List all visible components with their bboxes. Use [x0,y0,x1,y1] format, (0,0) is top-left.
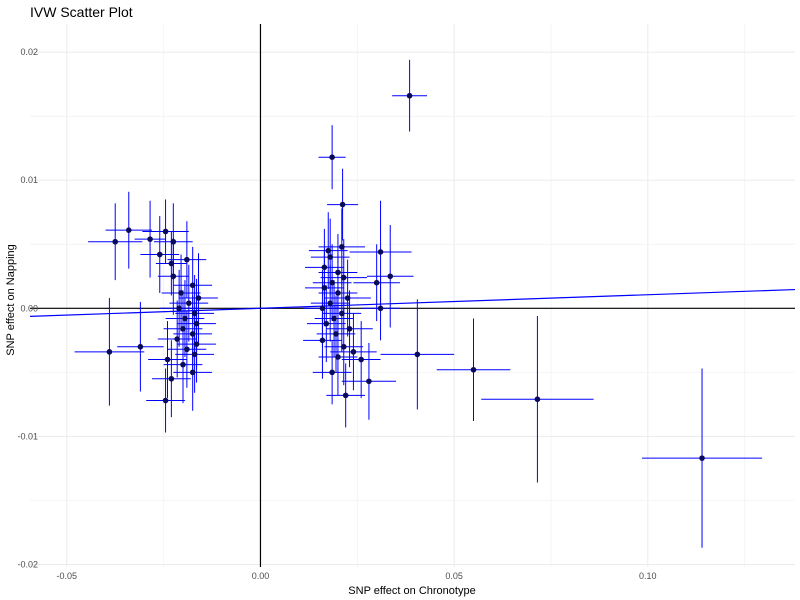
data-point [193,341,200,347]
data-point [331,315,337,322]
data-point [189,331,196,337]
data-point [319,337,326,344]
data-point [344,295,351,301]
data-point [329,154,335,160]
data-point [182,315,188,322]
data-point [387,273,394,280]
y-tick-label: 0.02 [20,47,38,57]
data-point [168,260,175,267]
data-point [339,201,346,208]
data-point [534,396,541,403]
data-point [321,264,328,271]
data-point [358,356,364,363]
ivw-fit-line [29,288,796,317]
data-point [125,227,132,233]
data-point [319,305,326,312]
data-point [340,343,347,350]
data-point [340,274,347,281]
data-point [335,354,341,360]
y-tick-label: -0.02 [17,559,38,569]
x-axis-ticks: -0.05 0.00 0.05 0.10 [57,571,657,581]
data-point [339,244,345,250]
y-axis-label: SNP effect on Napping [5,244,17,356]
data-point [156,251,163,258]
data-point [323,320,330,327]
data-point [470,366,477,373]
data-point [325,247,332,254]
data-points [106,92,705,461]
data-point [106,349,113,355]
data-point [186,300,192,306]
fit-line-group [29,288,796,317]
data-point [189,282,196,289]
data-point [168,375,175,382]
data-point [406,92,413,99]
data-point [699,455,705,461]
x-tick-label: -0.05 [57,571,78,581]
data-point [195,295,202,301]
data-point [191,351,198,358]
data-point [170,238,177,245]
data-point [335,290,341,296]
x-tick-label: 0.10 [639,571,657,581]
reference-lines [30,24,795,567]
data-point [377,305,384,312]
data-point [377,249,384,255]
data-point [162,397,169,404]
y-tick-label: 0.00 [20,303,38,313]
data-point [329,279,335,286]
data-point [180,361,186,368]
data-point [373,279,380,286]
error-bars [74,59,763,548]
data-point [184,346,190,353]
chart-title: IVW Scatter Plot [30,4,133,20]
x-axis-label: SNP effect on Chronotype [348,585,475,597]
data-point [339,310,345,317]
data-point [346,325,353,332]
data-point [335,269,341,276]
data-point [174,336,180,342]
data-point [333,331,339,337]
data-point [164,356,171,363]
data-point [321,285,328,291]
data-point [184,256,190,263]
y-axis-ticks: -0.02 -0.01 0.00 0.01 0.02 [17,47,38,569]
data-point [178,290,184,296]
y-tick-label: -0.01 [17,431,38,441]
data-point [327,300,333,306]
data-point [191,310,198,317]
data-point [414,351,421,358]
grid [30,24,795,567]
data-point [112,238,119,245]
data-point [137,343,144,350]
data-point [176,305,182,312]
data-point [342,392,349,399]
data-point [366,378,372,385]
data-point [329,369,335,376]
x-tick-label: 0.05 [445,571,463,581]
data-point [189,369,196,376]
data-point [147,236,153,242]
y-tick-label: 0.01 [20,175,38,185]
x-tick-label: 0.00 [252,571,270,581]
data-point [327,254,333,260]
data-point [170,273,177,280]
data-point [180,325,186,332]
data-point [162,228,169,235]
data-point [350,349,357,355]
data-point [193,320,200,327]
